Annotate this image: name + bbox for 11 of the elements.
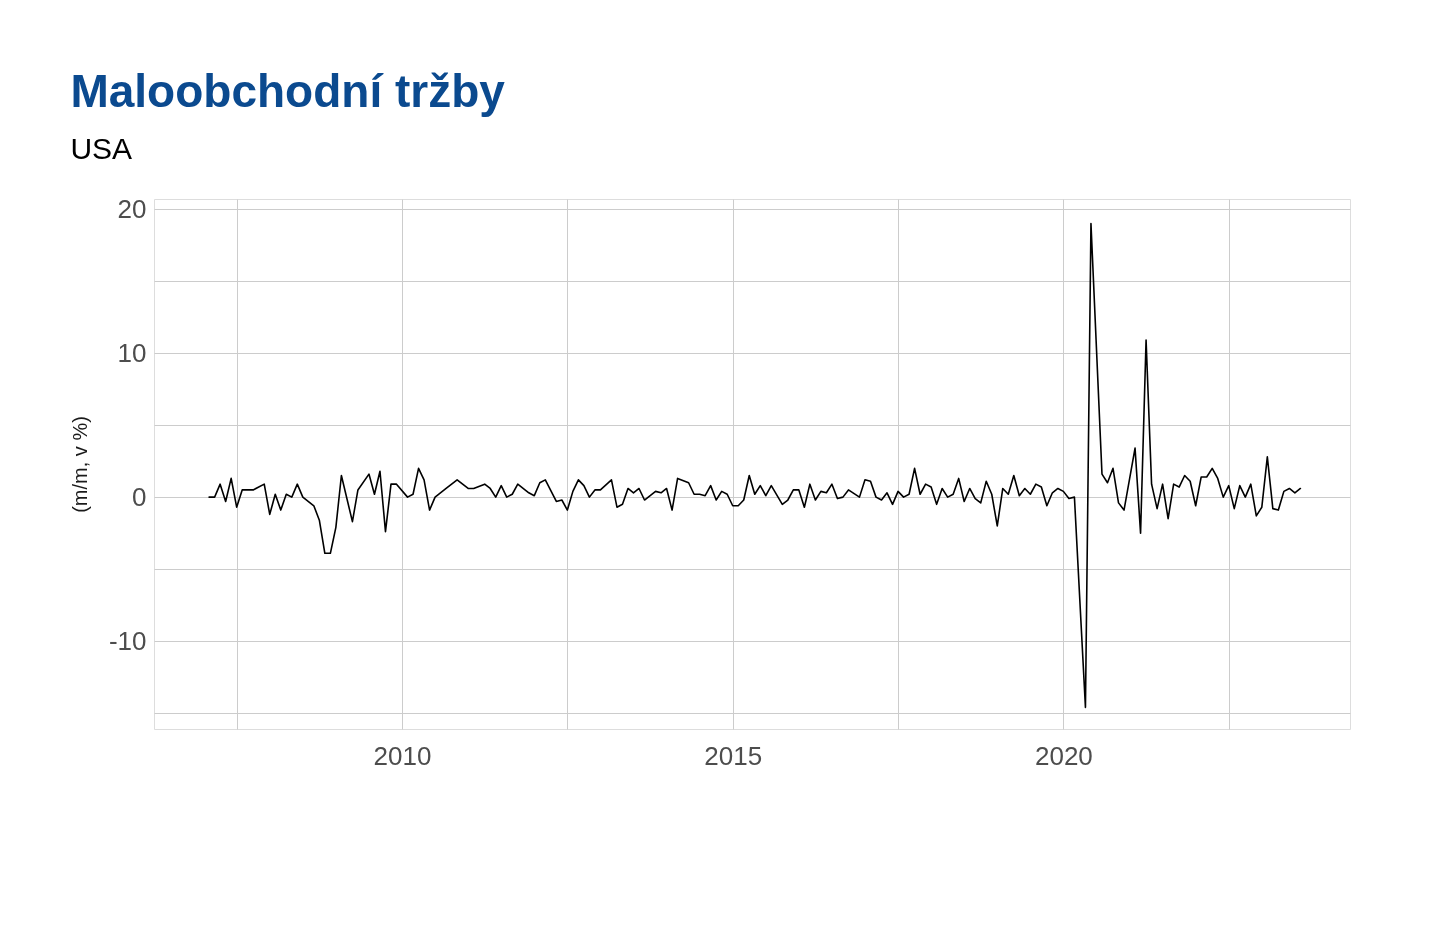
y-tick-label: 10 xyxy=(117,337,147,368)
chart-subtitle: USA xyxy=(70,132,133,166)
y-tick-label: -10 xyxy=(108,625,147,656)
chart-title: Maloobchodní tržby xyxy=(70,65,506,118)
x-tick-label: 2010 xyxy=(373,740,432,771)
y-tick-label: 20 xyxy=(117,193,147,224)
y-axis-title: (m/m, v %) xyxy=(68,416,91,513)
y-tick-label: 0 xyxy=(132,481,147,512)
x-tick-label: 2015 xyxy=(704,740,763,771)
x-tick-label: 2020 xyxy=(1034,740,1093,771)
line-series xyxy=(208,222,1302,709)
